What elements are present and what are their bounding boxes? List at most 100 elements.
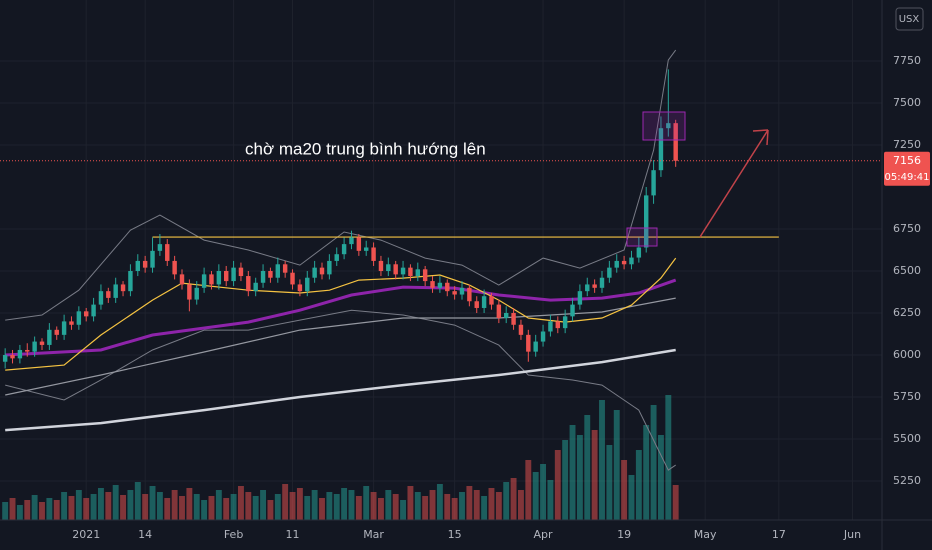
candle-body (334, 254, 339, 261)
volume-bar (518, 490, 524, 520)
indicator-line (5, 278, 677, 357)
candle-body (312, 267, 317, 278)
y-tick-label: 5500 (893, 432, 921, 445)
volume-bar (400, 500, 406, 520)
x-tick-label: May (694, 528, 717, 541)
candle-body (2, 355, 8, 362)
last-price-tag (884, 151, 930, 186)
candle-body (555, 321, 560, 329)
candle-body (474, 301, 479, 308)
volume-bar (186, 488, 193, 520)
volume-bar (68, 496, 75, 520)
currency-badge[interactable] (895, 7, 924, 31)
candle-body (157, 244, 163, 251)
volume-bar (208, 496, 215, 520)
volume-bar (296, 488, 303, 520)
volume-bar (61, 492, 68, 520)
volume-bar (142, 494, 149, 520)
y-tick-label: 6500 (893, 264, 921, 277)
volume-bar (584, 415, 591, 520)
volume-bar (613, 410, 620, 520)
volume-bar (238, 486, 244, 520)
candle-body (194, 287, 199, 300)
candle-body (69, 321, 74, 325)
candle-body (150, 250, 155, 268)
x-tick-label: 15 (448, 528, 462, 541)
indicator-line (5, 348, 676, 432)
volume-bar (436, 484, 443, 520)
arrow-shaft (699, 129, 769, 238)
volume-bar (363, 486, 370, 520)
volume-bar (628, 475, 635, 520)
x-tick-label: Apr (534, 528, 554, 541)
candle-body (636, 247, 642, 258)
candle-body (91, 304, 96, 317)
y-tick-label: 5750 (893, 390, 921, 403)
candle-body (84, 311, 89, 317)
volume-bar (621, 460, 628, 520)
volume-bar (407, 486, 414, 520)
volume-bar (503, 482, 510, 520)
countdown-label: 05:49:41 (885, 172, 930, 183)
candle-body (533, 341, 538, 352)
volume-bar (378, 498, 384, 520)
candle-body (76, 311, 82, 325)
candle-body (437, 282, 443, 288)
volume-bar (414, 492, 421, 520)
x-tick-label: Mar (363, 528, 384, 541)
candle-body (98, 291, 104, 305)
candle-body (17, 349, 23, 359)
volume-bar (311, 490, 318, 520)
candle-body (142, 260, 148, 268)
candle-body (216, 271, 222, 285)
volume-bar (547, 480, 554, 520)
volume-bar (289, 492, 296, 520)
candle-body (408, 267, 413, 277)
volume-bar (554, 450, 561, 520)
volume-bar (658, 435, 664, 520)
volume-bar (473, 490, 480, 520)
candle-body (275, 264, 280, 278)
candle-body (268, 271, 273, 278)
volume-bar (98, 488, 104, 520)
volume-bar (2, 502, 9, 520)
candle-body (297, 284, 303, 292)
volume-bar (540, 464, 546, 520)
volume-bar (599, 400, 605, 520)
candle-body (400, 267, 406, 275)
x-tick-label: 17 (772, 528, 786, 541)
volume-bar (134, 482, 141, 520)
volume-bar (46, 498, 53, 520)
candle-body (209, 274, 214, 285)
volume-bar (569, 425, 576, 520)
volume-bar (112, 485, 119, 520)
candle-body (378, 260, 384, 272)
candle-body (39, 341, 45, 345)
volume-bar (459, 492, 465, 520)
candle-body (290, 272, 295, 285)
candle-body (540, 331, 546, 342)
volume-bar (481, 496, 488, 520)
volume-bar (127, 490, 134, 520)
volume-bar (230, 494, 237, 520)
volume-bar (576, 435, 583, 520)
volume-bar (179, 496, 185, 520)
volume-bar (532, 472, 539, 520)
volume-bar (672, 485, 679, 520)
volume-bar (39, 502, 45, 520)
volume-bar (319, 498, 325, 520)
volume-bar (385, 490, 392, 520)
volume-bar (223, 498, 230, 520)
candle-body (673, 123, 678, 161)
volume-bar (355, 496, 362, 520)
volume-bar (245, 492, 252, 520)
y-tick-label: 7250 (893, 138, 921, 151)
candle-body (496, 304, 502, 319)
volume-bar (164, 498, 171, 520)
y-tick-label: 7750 (893, 54, 921, 67)
overlays (5, 49, 779, 471)
volume-pane (2, 395, 679, 520)
candle-body (570, 304, 575, 317)
